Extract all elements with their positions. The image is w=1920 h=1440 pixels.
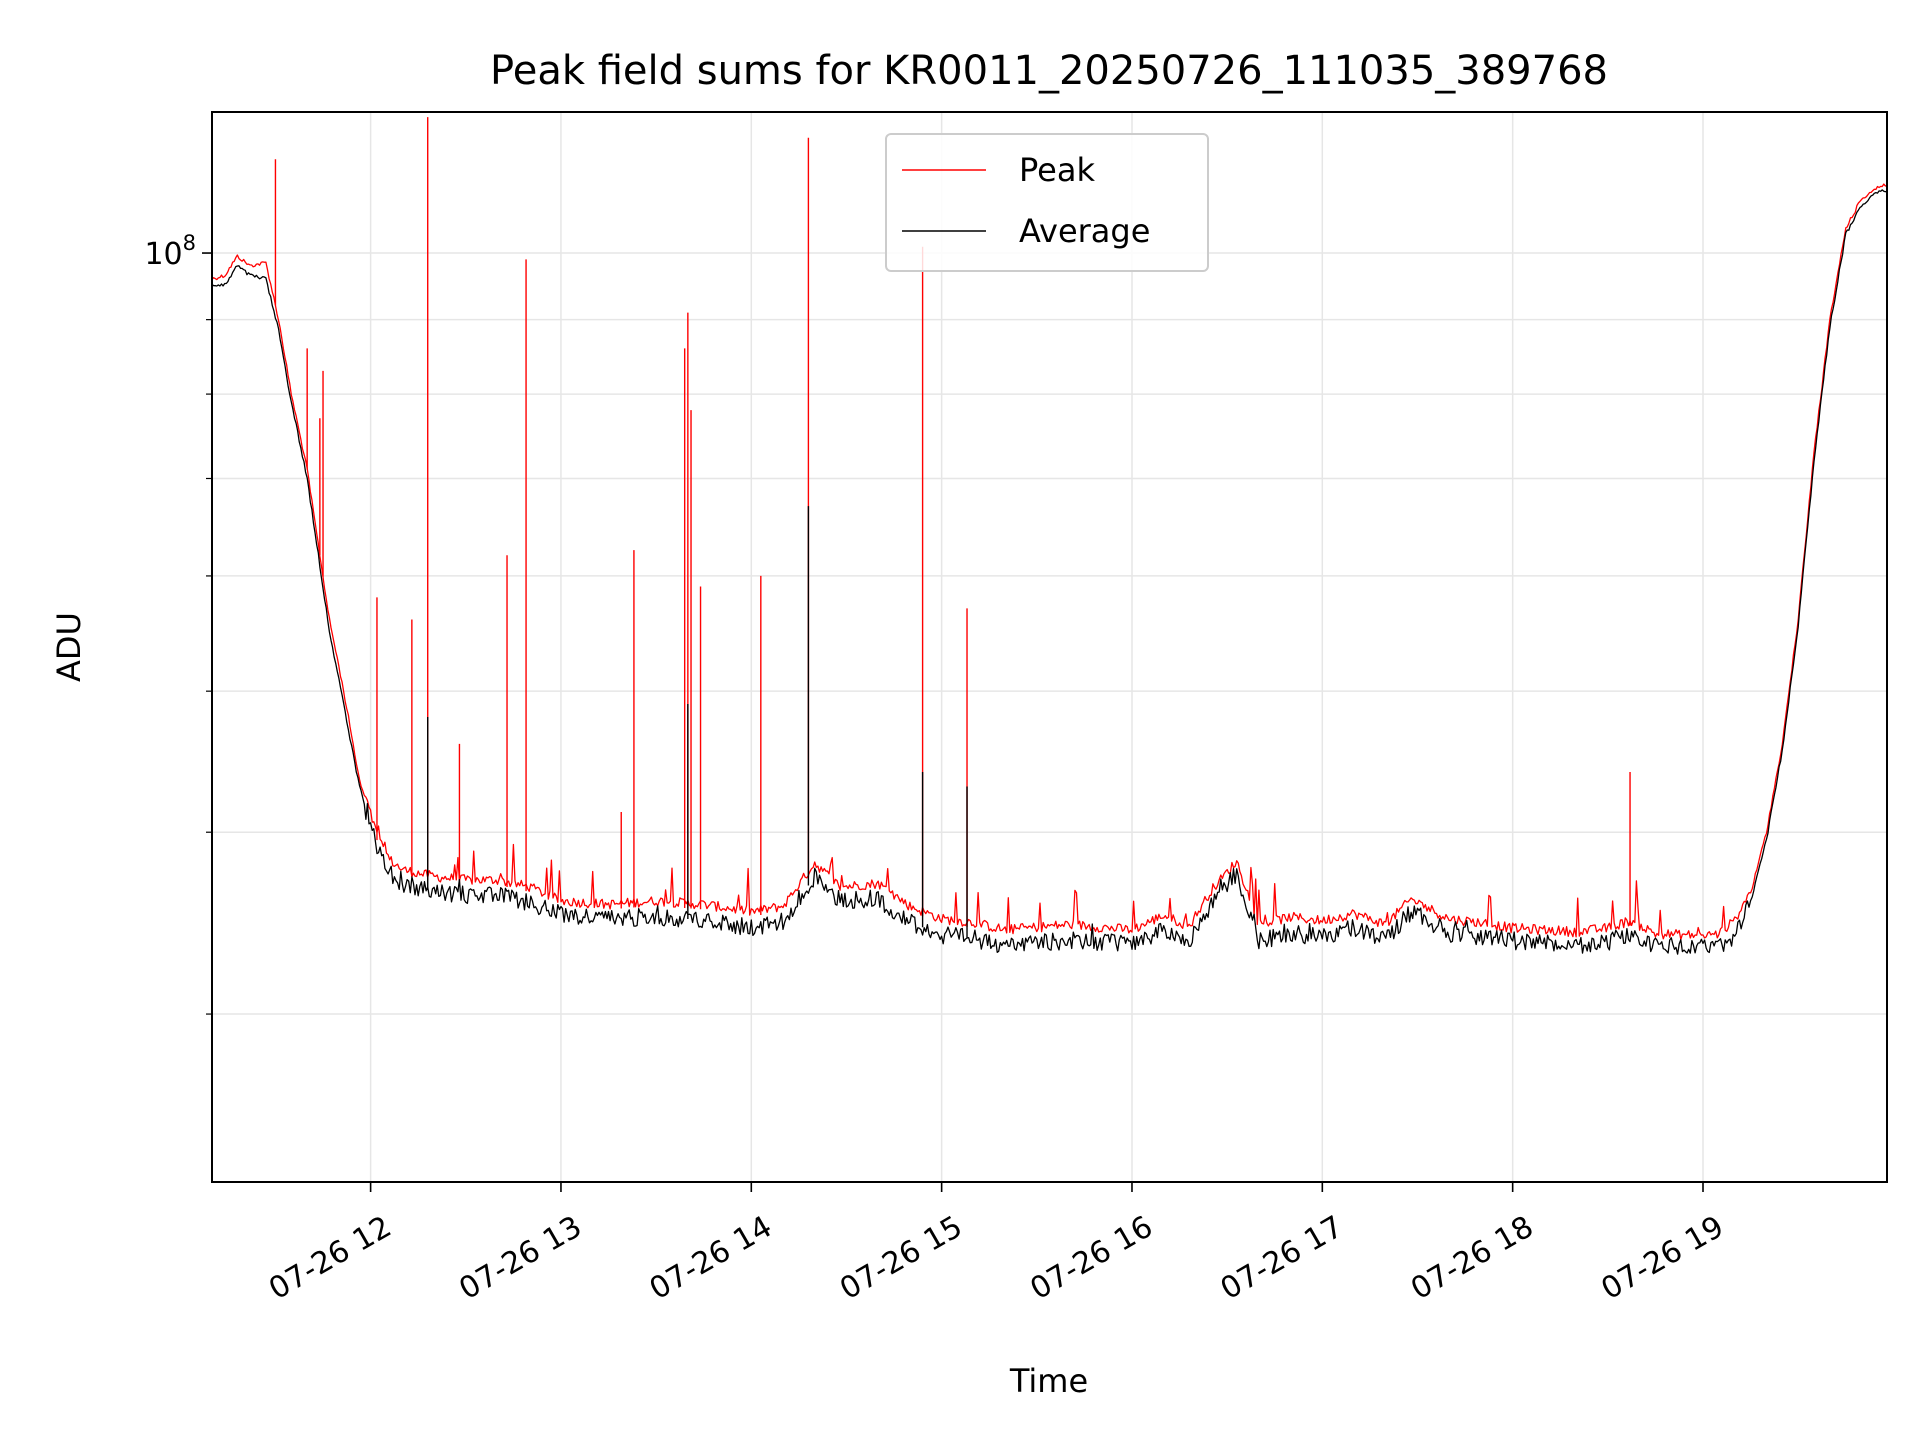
y-tick-label: 108 xyxy=(144,231,196,272)
x-axis-label: Time xyxy=(1009,1362,1088,1400)
chart-title: Peak field sums for KR0011_20250726_1110… xyxy=(490,48,1608,94)
legend-label-average: Average xyxy=(1019,212,1150,250)
legend-label-peak: Peak xyxy=(1019,151,1095,189)
series-line-average xyxy=(211,189,1888,955)
legend: Peak Average xyxy=(885,133,1209,272)
legend-box xyxy=(885,133,1209,272)
series-area xyxy=(211,117,1888,955)
y-axis-label: ADU xyxy=(50,612,88,682)
grid xyxy=(212,112,1887,1182)
plot-frame xyxy=(211,111,1888,1183)
series-line-peak xyxy=(211,183,1888,941)
